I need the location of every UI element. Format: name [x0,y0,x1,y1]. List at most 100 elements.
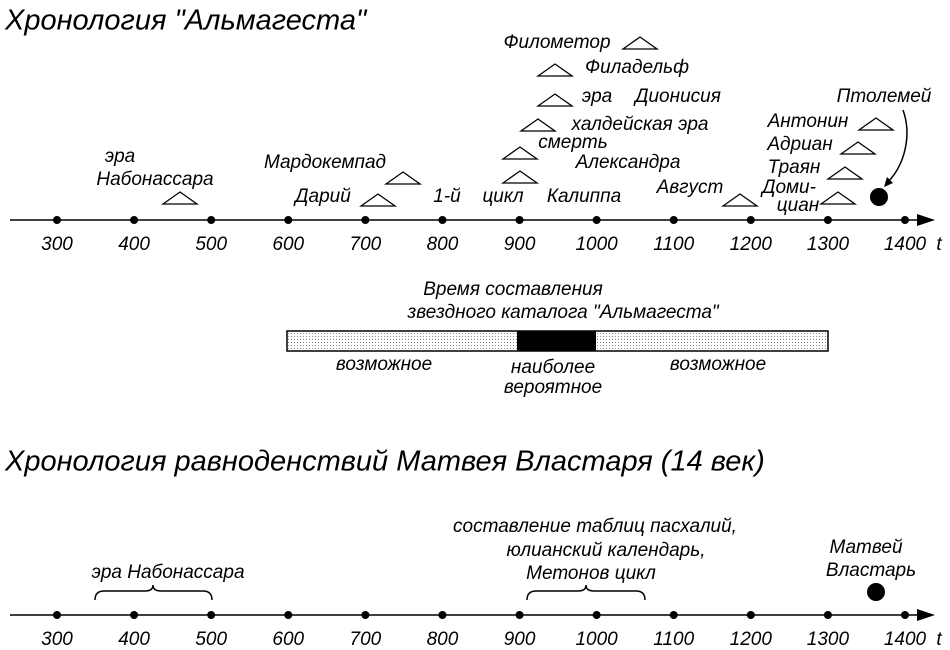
tick-dot [53,611,61,619]
tick-dot [592,216,601,224]
tick-dot [746,611,755,619]
axis-arrow [917,609,935,621]
tick-label: 900 [504,629,536,650]
tick-label: 400 [118,234,150,255]
event-marker [620,36,660,50]
tick-dot [746,216,755,224]
event-marker [500,170,540,184]
tick-dot [515,611,524,619]
tick-label: 600 [272,629,304,650]
tick-dot [53,216,61,224]
event-label: Матвей [829,537,903,558]
tick-label: 600 [272,234,304,255]
event-marker [825,166,865,180]
event-label: эра Набонассара [91,562,244,583]
event-marker [358,193,398,207]
tick-dot [361,216,370,224]
event-label: Филометор [503,32,610,53]
event-label: составление таблиц пасхалий, [453,516,737,537]
tick-dot [515,216,524,224]
tick-label: 1200 [730,629,773,650]
event-label: Антонин [767,111,849,132]
tick-label: 1300 [807,234,850,255]
event-marker [160,191,200,205]
range-label: возможное [670,354,766,375]
event-label: Август [656,177,724,198]
event-label: Дарий [293,186,351,207]
tick-dot [207,611,216,619]
tick-label: 400 [118,629,150,650]
event-marker [838,141,878,155]
event-marker [500,146,540,160]
event-marker [856,117,896,131]
range-label: возможное [336,354,432,375]
tick-label: 900 [504,234,536,255]
event-label: эра [105,146,135,167]
event-label: Метонов цикл [526,563,656,584]
tick-label: 1200 [730,234,773,255]
tick-dot [823,216,832,224]
tick-dot [438,216,447,224]
arrow [886,109,908,184]
tick-dot [284,216,293,224]
tick-label: 700 [350,234,382,255]
event-label: Доми- [760,177,816,198]
arrow-head [884,177,893,187]
event-label: Птолемей [837,86,932,107]
event-label: Мардокемпад [264,152,386,173]
event-marker [535,93,575,107]
event-label: циан [777,195,820,216]
tick-dot [901,216,909,224]
event-label: халдейская эра [571,114,709,135]
catalog-title: Время составления [423,279,603,300]
event-marker [383,171,423,185]
event-label: Властарь [826,560,916,581]
event-label: цикл [482,186,523,207]
axis-arrow [917,214,935,226]
layout: Хронология "Альмагеста" t эра Набонассар… [4,5,942,650]
tick-dot [207,216,216,224]
event-label: эра [582,86,612,107]
range-label: вероятное [504,377,602,398]
tick-label: 1000 [575,234,618,255]
tick-dot [592,611,601,619]
event-label: Дионисия [633,86,721,107]
ptolemy-marker [870,188,888,206]
tick-dot [901,611,909,619]
tick-label: 800 [427,234,459,255]
event-label: Набонассара [96,169,213,190]
axis-label: t [936,234,942,255]
tick-label: 800 [427,629,459,650]
event-label: Калиппа [547,186,621,207]
tick-dot [823,611,832,619]
tick-label: 700 [350,629,382,650]
event-label: смерть [538,132,607,153]
catalog-probable [517,331,596,351]
tick-dot [669,611,678,619]
tick-label: 500 [195,234,227,255]
event-marker [818,191,858,205]
event-label: Траян [768,157,821,178]
tick-label: 1400 [884,234,927,255]
range-label: наиболее [511,357,595,378]
axis-label: t [936,629,942,650]
tick-dot [438,611,447,619]
event-label: Адриан [766,134,833,155]
event-label: 1-й [433,186,461,207]
tick-label: 500 [195,629,227,650]
brace [526,584,646,601]
event-label: Филадельф [585,57,689,78]
tick-dot [284,611,293,619]
tick-label: 1100 [653,234,694,255]
tick-label: 1300 [807,629,850,650]
tick-label: 300 [41,234,73,255]
catalog-title: звездного каталога "Альмагеста" [406,302,720,323]
tick-label: 1400 [884,629,927,650]
tick-dot [130,216,139,224]
tick-dot [669,216,678,224]
event-marker [518,118,558,132]
event-marker [720,193,760,207]
tick-label: 1100 [653,629,694,650]
tick-label: 300 [41,629,73,650]
